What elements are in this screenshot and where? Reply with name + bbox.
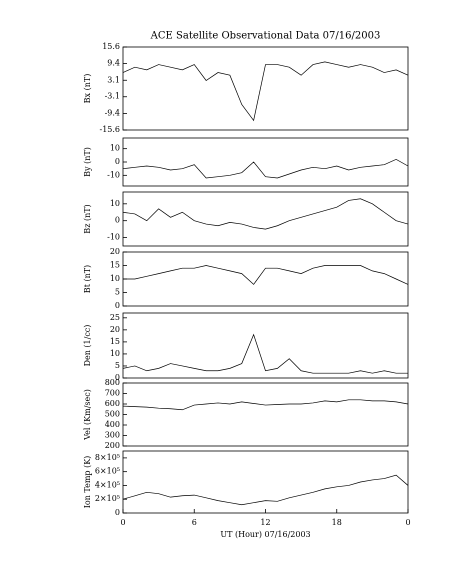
data-line [122,333,408,374]
y-tick-label: 5 [115,288,120,297]
y-tick-label: 400 [105,420,120,429]
y-tick-label: -3.1 [105,92,120,101]
y-tick-label: 15 [110,337,120,346]
x-tick-label: 12 [260,518,270,527]
x-axis-label: UT (Hour) 07/16/2003 [220,530,310,539]
y-tick-label: 500 [105,410,120,419]
y-tick-label: 0 [115,157,120,166]
y-tick-label: 0 [115,301,120,310]
data-line [122,61,409,122]
y-tick-label: 200 [105,441,120,450]
y-tick-label: 800 [105,378,120,387]
y-tick-label: 3.1 [107,75,120,84]
data-line [123,265,409,285]
y-tick-label: 20 [110,247,120,256]
y-tick-label: 0 [115,373,120,382]
y-tick-label: 20 [110,325,120,334]
y-tick-label: 10 [110,349,120,358]
y-tick-label: -15.6 [99,125,120,134]
y-tick-label: 25 [110,313,120,322]
y-tick-label: 15 [110,261,120,270]
y-tick-label: 0 [115,216,120,225]
y-tick-label: 10 [110,274,120,283]
y-axis-label: Bx (nT) [83,74,92,104]
y-tick-label: 10 [110,144,120,153]
data-line [122,158,409,179]
chart-title: ACE Satellite Observational Data 07/16/2… [150,31,381,42]
x-tick-label: 0 [120,518,125,527]
panel-frame [122,450,409,514]
y-axis-label: Den (1/cc) [83,325,92,367]
y-tick-label: 600 [105,399,120,408]
panel-frame [122,191,409,247]
x-tick-label: 6 [192,518,197,527]
y-tick-label: 4×10⁵ [95,480,120,489]
y-axis-label: Bz (nT) [83,204,92,233]
y-tick-label: -10 [107,233,120,242]
y-axis-label: Bt (nT) [83,265,92,293]
y-tick-label: 10 [110,199,120,208]
data-line [122,198,409,230]
panel-frame [122,46,409,131]
panel-frame [122,382,409,447]
data-line [122,474,409,506]
y-tick-label: 300 [105,431,120,440]
panel-frame [122,251,409,307]
x-tick-label: 0 [405,518,410,527]
y-tick-label: 8×10⁵ [95,453,120,462]
y-tick-label: 700 [105,389,120,398]
y-tick-label: -10 [107,170,120,179]
y-tick-label: 5 [115,361,120,370]
panel-frame [122,137,409,187]
y-tick-label: 9.4 [107,58,120,67]
y-axis-label: Ion Temp (K) [83,456,92,509]
y-tick-label: 2×10⁵ [95,494,120,503]
y-tick-label: 15.6 [102,42,120,51]
data-line [122,399,409,411]
y-axis-label: Vel (Km/sec) [83,389,92,441]
y-tick-label: 6×10⁵ [95,467,120,476]
y-tick-label: -9.4 [105,109,120,118]
y-tick-label: 0 [115,508,120,517]
x-tick-label: 18 [332,518,342,527]
panel-frame [122,312,409,379]
y-axis-label: By (nT) [83,147,92,177]
